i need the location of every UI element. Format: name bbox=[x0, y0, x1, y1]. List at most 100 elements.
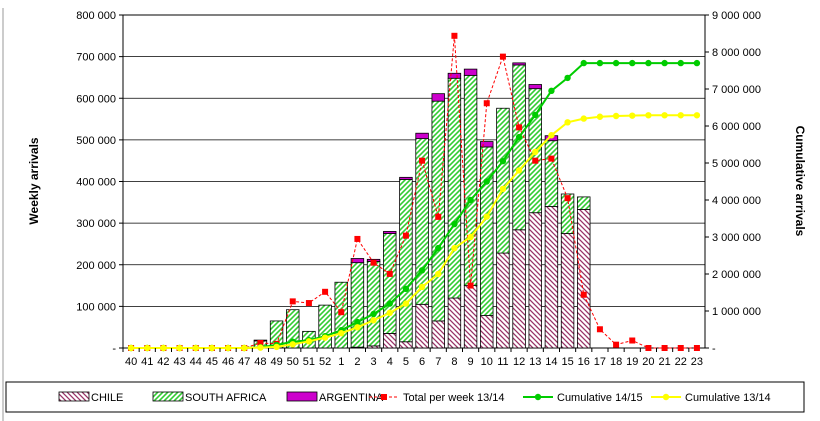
bar-argentina bbox=[447, 72, 462, 79]
x-tick-label: 41 bbox=[141, 356, 153, 368]
marker-cumulative-14-15 bbox=[499, 157, 507, 165]
marker-cumulative-14-15 bbox=[386, 300, 393, 307]
bar-chile bbox=[496, 252, 510, 349]
marker-cumulative-13-14 bbox=[548, 132, 555, 139]
marker-cumulative-13-14 bbox=[257, 344, 264, 351]
x-tick-label: 8 bbox=[451, 356, 457, 368]
marker-total-per-week-13-14 bbox=[451, 32, 458, 39]
marker-cumulative-13-14 bbox=[402, 300, 410, 307]
x-tick-label: 16 bbox=[578, 356, 590, 368]
bar-chile bbox=[399, 341, 413, 349]
bar-south-africa bbox=[463, 74, 478, 286]
x-tick-label: 21 bbox=[658, 356, 670, 368]
marker-cumulative-13-14 bbox=[515, 167, 523, 174]
marker-total-per-week-13-14 bbox=[596, 326, 603, 333]
legend-marker-cumulative-14-15 bbox=[534, 393, 542, 401]
bar-south-africa bbox=[560, 193, 575, 234]
marker-cumulative-13-14 bbox=[645, 112, 652, 119]
marker-cumulative-14-15 bbox=[629, 59, 636, 67]
marker-cumulative-13-14 bbox=[499, 185, 507, 193]
marker-cumulative-14-15 bbox=[580, 59, 587, 67]
marker-cumulative-13-14 bbox=[144, 344, 151, 352]
marker-total-per-week-13-14 bbox=[386, 270, 393, 277]
legend-marker-total-per-week-13-14 bbox=[381, 394, 387, 400]
marker-cumulative-14-15 bbox=[402, 285, 410, 292]
bar-argentina bbox=[512, 62, 526, 66]
marker-total-per-week-13-14 bbox=[289, 298, 296, 305]
x-tick-label: 23 bbox=[691, 356, 703, 368]
marker-total-per-week-13-14 bbox=[419, 157, 426, 164]
marker-cumulative-14-15 bbox=[677, 59, 684, 67]
marker-total-per-week-13-14 bbox=[677, 345, 684, 351]
right-axis-ticks: - 1 000 000 2 000 000 3 000 000 4 000 000 5 0… bbox=[705, 10, 761, 355]
y-tick-label: 600 000 bbox=[76, 93, 116, 105]
marker-cumulative-13-14 bbox=[596, 113, 604, 120]
y2-tick-label: 1 000 000 bbox=[712, 306, 761, 318]
x-tick-label: 49 bbox=[270, 356, 282, 368]
x-tick-label: 43 bbox=[173, 356, 185, 368]
marker-cumulative-13-14 bbox=[192, 344, 199, 352]
x-tick-label: 18 bbox=[610, 356, 622, 368]
marker-total-per-week-13-14 bbox=[483, 100, 490, 107]
marker-cumulative-13-14 bbox=[693, 112, 701, 119]
marker-total-per-week-13-14 bbox=[338, 309, 345, 316]
marker-cumulative-13-14 bbox=[386, 309, 393, 317]
x-tick-label: 10 bbox=[481, 356, 493, 368]
marker-total-per-week-13-14 bbox=[516, 124, 523, 131]
bar-south-africa bbox=[480, 146, 494, 316]
bar-south-africa bbox=[383, 233, 397, 334]
y2-tick-label: 8 000 000 bbox=[712, 47, 761, 59]
marker-total-per-week-13-14 bbox=[435, 213, 442, 220]
x-tick-label: 9 bbox=[468, 356, 474, 368]
marker-total-per-week-13-14 bbox=[693, 345, 700, 351]
marker-total-per-week-13-14 bbox=[645, 345, 652, 351]
y-tick-label: 200 000 bbox=[76, 260, 116, 272]
marker-cumulative-14-15 bbox=[515, 133, 523, 141]
bar-south-africa bbox=[496, 107, 510, 254]
marker-total-per-week-13-14 bbox=[613, 341, 620, 348]
bar-chile bbox=[560, 233, 575, 349]
bar-argentina bbox=[383, 231, 397, 234]
x-tick-label: 20 bbox=[642, 356, 654, 368]
x-tick-label: 1 bbox=[338, 356, 344, 368]
marker-cumulative-14-15 bbox=[596, 59, 604, 67]
marker-total-per-week-13-14 bbox=[402, 232, 409, 239]
x-axis-ticks: 40 41 42 43 44 45 46 47 48 49 50 51 52 1 2 3 4 5 6 7 8 9 10 11 1… bbox=[122, 348, 703, 368]
marker-cumulative-13-14 bbox=[160, 344, 167, 352]
x-tick-label: 12 bbox=[513, 356, 525, 368]
marker-cumulative-13-14 bbox=[208, 344, 216, 352]
bar-chile bbox=[415, 303, 429, 349]
bar-chile bbox=[544, 206, 559, 349]
marker-cumulative-13-14 bbox=[338, 330, 345, 337]
bar-chile bbox=[463, 285, 478, 349]
y-tick-label: 800 000 bbox=[76, 10, 116, 22]
marker-total-per-week-13-14 bbox=[532, 157, 539, 164]
x-tick-label: 19 bbox=[626, 356, 638, 368]
x-tick-label: 5 bbox=[403, 356, 409, 368]
legend-label-chile: CHILE bbox=[91, 392, 123, 404]
y-tick-label: 500 000 bbox=[76, 135, 116, 147]
marker-cumulative-13-14 bbox=[289, 341, 296, 348]
marker-cumulative-13-14 bbox=[127, 344, 135, 352]
marker-cumulative-14-15 bbox=[435, 244, 442, 252]
marker-cumulative-14-15 bbox=[467, 196, 474, 204]
marker-cumulative-14-15 bbox=[354, 318, 361, 326]
marker-total-per-week-13-14 bbox=[467, 282, 474, 289]
bar-argentina bbox=[350, 258, 365, 264]
y2-tick-label: 5 000 000 bbox=[712, 158, 761, 170]
bar-argentina bbox=[480, 141, 494, 148]
bar-south-africa bbox=[286, 309, 300, 349]
marker-cumulative-13-14 bbox=[176, 344, 183, 352]
y2-tick-label: 6 000 000 bbox=[712, 121, 761, 133]
marker-cumulative-14-15 bbox=[693, 59, 701, 67]
marker-cumulative-13-14 bbox=[321, 334, 329, 341]
marker-cumulative-13-14 bbox=[305, 338, 313, 345]
bar-chile bbox=[577, 208, 591, 349]
legend-swatch-chile bbox=[58, 391, 90, 402]
marker-cumulative-13-14 bbox=[629, 112, 636, 119]
bar-argentina bbox=[415, 132, 429, 140]
marker-cumulative-13-14 bbox=[451, 244, 458, 252]
marker-cumulative-13-14 bbox=[224, 344, 232, 352]
bar-south-africa bbox=[544, 140, 559, 207]
